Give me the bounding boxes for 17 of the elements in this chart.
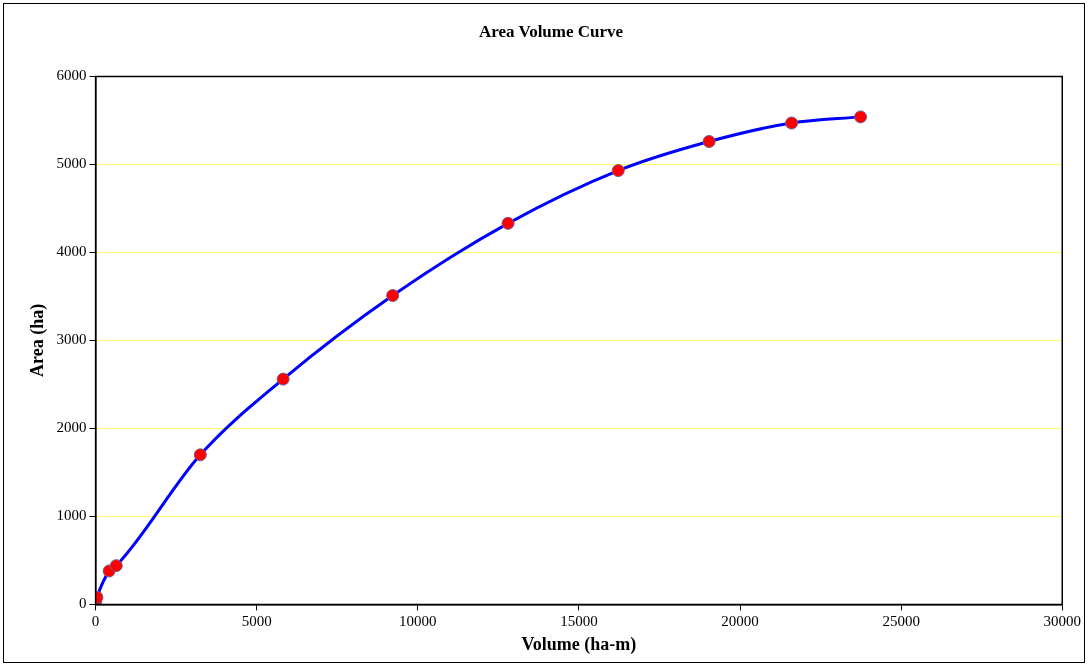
x-tick-label: 30000	[1043, 613, 1081, 630]
x-tick-label: 20000	[721, 613, 759, 630]
y-tick-label: 0	[79, 595, 87, 612]
x-tick-label: 15000	[560, 613, 598, 630]
x-tick-label: 10000	[399, 613, 437, 630]
y-tick-label: 4000	[56, 243, 87, 260]
y-tick-label: 5000	[56, 155, 87, 172]
y-tick-label: 1000	[56, 507, 87, 524]
y-tick-label: 3000	[56, 331, 87, 348]
y-axis-title: Area (ha)	[27, 303, 49, 377]
x-axis-title: Volume (ha-m)	[521, 633, 637, 655]
y-tick-label: 2000	[56, 419, 87, 436]
x-tick-label: 5000	[241, 613, 272, 630]
x-tick-label: 25000	[882, 613, 920, 630]
x-tick-label: 0	[91, 613, 100, 630]
y-tick-label: 6000	[56, 67, 87, 84]
chart-title: Area Volume Curve	[478, 21, 624, 41]
